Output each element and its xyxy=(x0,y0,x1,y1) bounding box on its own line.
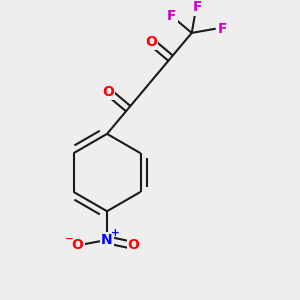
Text: N: N xyxy=(101,233,113,247)
Text: F: F xyxy=(193,1,202,14)
Text: F: F xyxy=(167,9,176,23)
Text: O: O xyxy=(128,238,140,252)
Text: F: F xyxy=(218,22,228,36)
Text: +: + xyxy=(111,228,119,238)
Text: O: O xyxy=(145,34,157,49)
Text: O: O xyxy=(72,238,83,252)
Text: O: O xyxy=(103,85,114,99)
Text: −: − xyxy=(65,234,74,244)
